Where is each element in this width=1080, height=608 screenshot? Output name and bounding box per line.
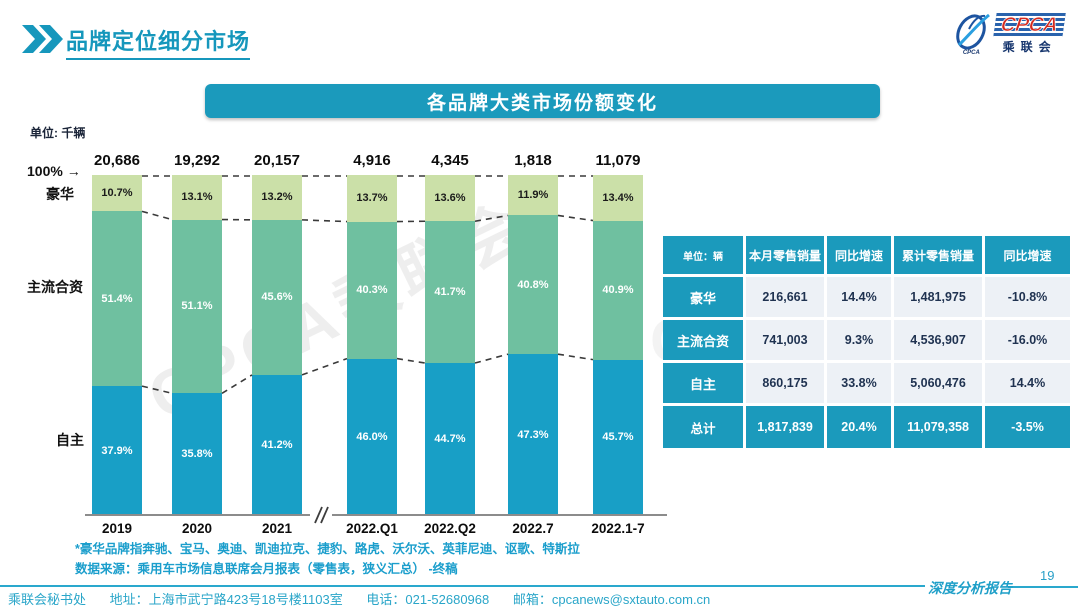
- bar-segment-主流合资: 51.1%: [172, 219, 222, 394]
- cpca-logo-icon: [956, 13, 991, 50]
- x-axis-label: 2022.7: [512, 521, 554, 536]
- bar-2022.Q1: 13.7% 40.3% 46.0%: [347, 175, 397, 515]
- bar-segment-主流合资: 40.3%: [347, 221, 397, 359]
- table-total-label: 总计: [663, 406, 743, 448]
- table-total-cell: 11,079,358: [894, 406, 982, 448]
- table-row-label: 主流合资: [663, 320, 743, 360]
- table-cell: 860,175: [746, 363, 824, 403]
- stacked-bar-chart: 10.7% 51.4% 37.9% 20,686 2019 13.1% 51.1% 35.8%…: [60, 152, 670, 536]
- cpca-logo-org: 乘联会: [1002, 40, 1057, 54]
- bar-total-label: 4,345: [431, 152, 469, 169]
- bar-segment-自主: 47.3%: [508, 354, 558, 515]
- bar-2022.7: 11.9% 40.8% 47.3%: [508, 175, 558, 515]
- retail-sales-table: 单位：辆 本月零售销量 同比增速 累计零售销量 同比增速 豪华 216,661 …: [663, 236, 1070, 448]
- cpca-logo-caption: CPCA: [962, 50, 980, 56]
- x-axis-label: 2020: [181, 521, 213, 536]
- table-cell: 4,536,907: [894, 320, 982, 360]
- bar-2021: 13.2% 45.6% 41.2%: [252, 175, 302, 515]
- bar-segment-豪华: 13.4%: [593, 175, 643, 221]
- table-cell: 14.4%: [827, 277, 891, 317]
- table-cell: 1,481,975: [894, 277, 982, 317]
- double-chevron-icon: [22, 25, 63, 53]
- cpca-logo: CPCA CPCA 乘联会: [949, 13, 1066, 56]
- x-axis-label: 2022.1-7: [591, 521, 645, 536]
- footer-rule-right: [1008, 586, 1078, 588]
- bar-segment-主流合资: 45.6%: [252, 219, 302, 375]
- table-cell: 5,060,476: [894, 363, 982, 403]
- axis-100-label: 100% →: [27, 163, 81, 179]
- bar-segment-自主: 37.9%: [92, 386, 142, 515]
- x-axis-label: 2021: [261, 521, 293, 536]
- bar-segment-自主: 45.7%: [593, 359, 643, 515]
- table-cell: 33.8%: [827, 363, 891, 403]
- table-row-label: 自主: [663, 363, 743, 403]
- page-title: 品牌定位细分市场: [66, 24, 251, 60]
- bar-2022.1-7: 13.4% 40.9% 45.7%: [593, 175, 643, 515]
- bar-segment-豪华: 11.9%: [508, 175, 558, 216]
- bar-2020: 13.1% 51.1% 35.8%: [172, 175, 222, 515]
- bar-total-label: 11,079: [595, 152, 641, 169]
- bar-total-label: 20,157: [254, 152, 300, 169]
- table-header-cumulative-retail: 累计零售销量: [894, 236, 982, 274]
- footer-phone: 电话：021-52680968: [366, 592, 490, 607]
- bar-segment-豪华: 13.7%: [347, 175, 397, 222]
- x-axis-label: 2022.Q1: [346, 521, 398, 536]
- x-axis-line: [85, 514, 667, 516]
- bar-segment-主流合资: 41.7%: [425, 221, 475, 363]
- footer-email: 邮箱：cpcanews@sxtauto.com.cn: [512, 592, 711, 607]
- footnote-luxury-brands: *豪华品牌指奔驰、宝马、奥迪、凯迪拉克、捷豹、路虎、沃尔沃、英菲尼迪、讴歌、特斯…: [75, 542, 580, 556]
- bar-segment-豪华: 13.6%: [425, 175, 475, 222]
- page-number: 19: [1040, 568, 1055, 583]
- x-axis-label: 2019: [101, 521, 133, 536]
- footer-rule: [0, 585, 925, 587]
- table-cell: -16.0%: [985, 320, 1070, 360]
- table-cell: -10.8%: [985, 277, 1070, 317]
- table-header-yoy: 同比增速: [827, 236, 891, 274]
- report-type-label: 深度分析报告: [928, 582, 1012, 597]
- table-cell: 14.4%: [985, 363, 1070, 403]
- bar-total-label: 4,916: [353, 152, 391, 169]
- footnote-data-source: 数据来源：乘用车市场信息联席会月报表（零售表，狭义汇总） -终稿: [75, 562, 458, 576]
- table-cell: 216,661: [746, 277, 824, 317]
- cpca-logo-acronym: CPCA: [993, 13, 1066, 37]
- bar-segment-主流合资: 40.9%: [593, 220, 643, 360]
- bar-segment-豪华: 13.1%: [172, 175, 222, 220]
- bar-segment-自主: 44.7%: [425, 363, 475, 515]
- bar-total-label: 19,292: [174, 152, 220, 169]
- bar-segment-自主: 35.8%: [172, 393, 222, 515]
- bar-segment-豪华: 10.7%: [92, 175, 142, 212]
- footer-address: 地址：上海市武宁路423号18号楼1103室: [109, 592, 343, 607]
- x-axis-label: 2022.Q2: [424, 521, 476, 536]
- bar-2022.Q2: 13.6% 41.7% 44.7%: [425, 175, 475, 515]
- bar-segment-主流合资: 40.8%: [508, 215, 558, 355]
- table-header-yoy2: 同比增速: [985, 236, 1070, 274]
- footer-secretariat: 乘联会秘书处: [8, 592, 87, 607]
- bar-total-label: 1,818: [514, 152, 552, 169]
- bar-segment-豪华: 13.2%: [252, 175, 302, 220]
- chart-title-banner: 各品牌大类市场份额变化: [205, 84, 880, 118]
- table-row-label: 豪华: [663, 277, 743, 317]
- axis-break-icon: [310, 506, 332, 524]
- table-header-unit: 单位：辆: [663, 236, 743, 274]
- table-total-cell: 1,817,839: [746, 406, 824, 448]
- table-total-cell: 20.4%: [827, 406, 891, 448]
- bar-2019: 10.7% 51.4% 37.9%: [92, 175, 142, 515]
- series-label-domestic: 自主: [56, 432, 84, 448]
- series-label-mainstream-jv: 主流合资: [27, 279, 83, 295]
- bar-segment-自主: 41.2%: [252, 374, 302, 515]
- series-label-luxury: 豪华: [46, 186, 74, 202]
- bar-total-label: 20,686: [94, 152, 140, 169]
- bar-segment-自主: 46.0%: [347, 358, 397, 515]
- table-total-cell: -3.5%: [985, 406, 1070, 448]
- bar-segment-主流合资: 51.4%: [92, 211, 142, 387]
- table-cell: 9.3%: [827, 320, 891, 360]
- chart-unit-label: 单位: 千辆: [30, 126, 86, 140]
- table-cell: 741,003: [746, 320, 824, 360]
- table-header-monthly-retail: 本月零售销量: [746, 236, 824, 274]
- footer-contact-line: 乘联会秘书处 地址：上海市武宁路423号18号楼1103室 电话：021-526…: [8, 589, 730, 608]
